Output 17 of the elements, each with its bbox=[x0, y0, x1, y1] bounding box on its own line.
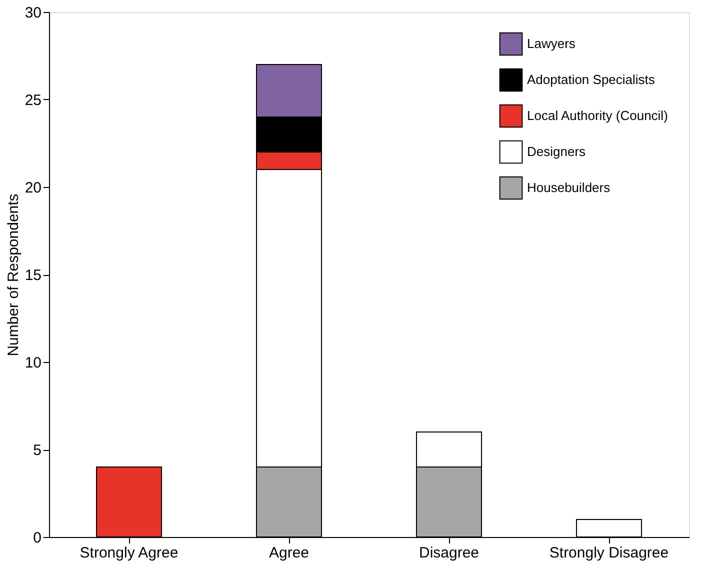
y-tick-label: 0 bbox=[33, 530, 42, 546]
legend-label: Housebuilders bbox=[527, 180, 611, 195]
x-tick-label: Agree bbox=[268, 544, 310, 562]
y-tick-label: 15 bbox=[24, 267, 42, 284]
legend-label: Lawyers bbox=[527, 36, 576, 51]
legend-label: Adoptation Specialists bbox=[527, 72, 656, 87]
y-tick-label: 20 bbox=[24, 180, 42, 196]
x-tick-label: Disagree bbox=[418, 544, 480, 562]
y-tick-label: 30 bbox=[24, 4, 42, 22]
y-tick-label: 10 bbox=[24, 354, 42, 372]
x-tick-label: Strongly Agree bbox=[80, 544, 178, 562]
y-axis-title: Number of Respondents bbox=[4, 194, 22, 356]
y-tick-label: 25 bbox=[24, 92, 42, 109]
legend-label: Local Authority (Council) bbox=[527, 108, 668, 123]
y-tick-label: 5 bbox=[33, 442, 42, 459]
legend-label: Designers bbox=[527, 144, 586, 159]
x-tick-label: Strongly Disagree bbox=[549, 544, 669, 562]
